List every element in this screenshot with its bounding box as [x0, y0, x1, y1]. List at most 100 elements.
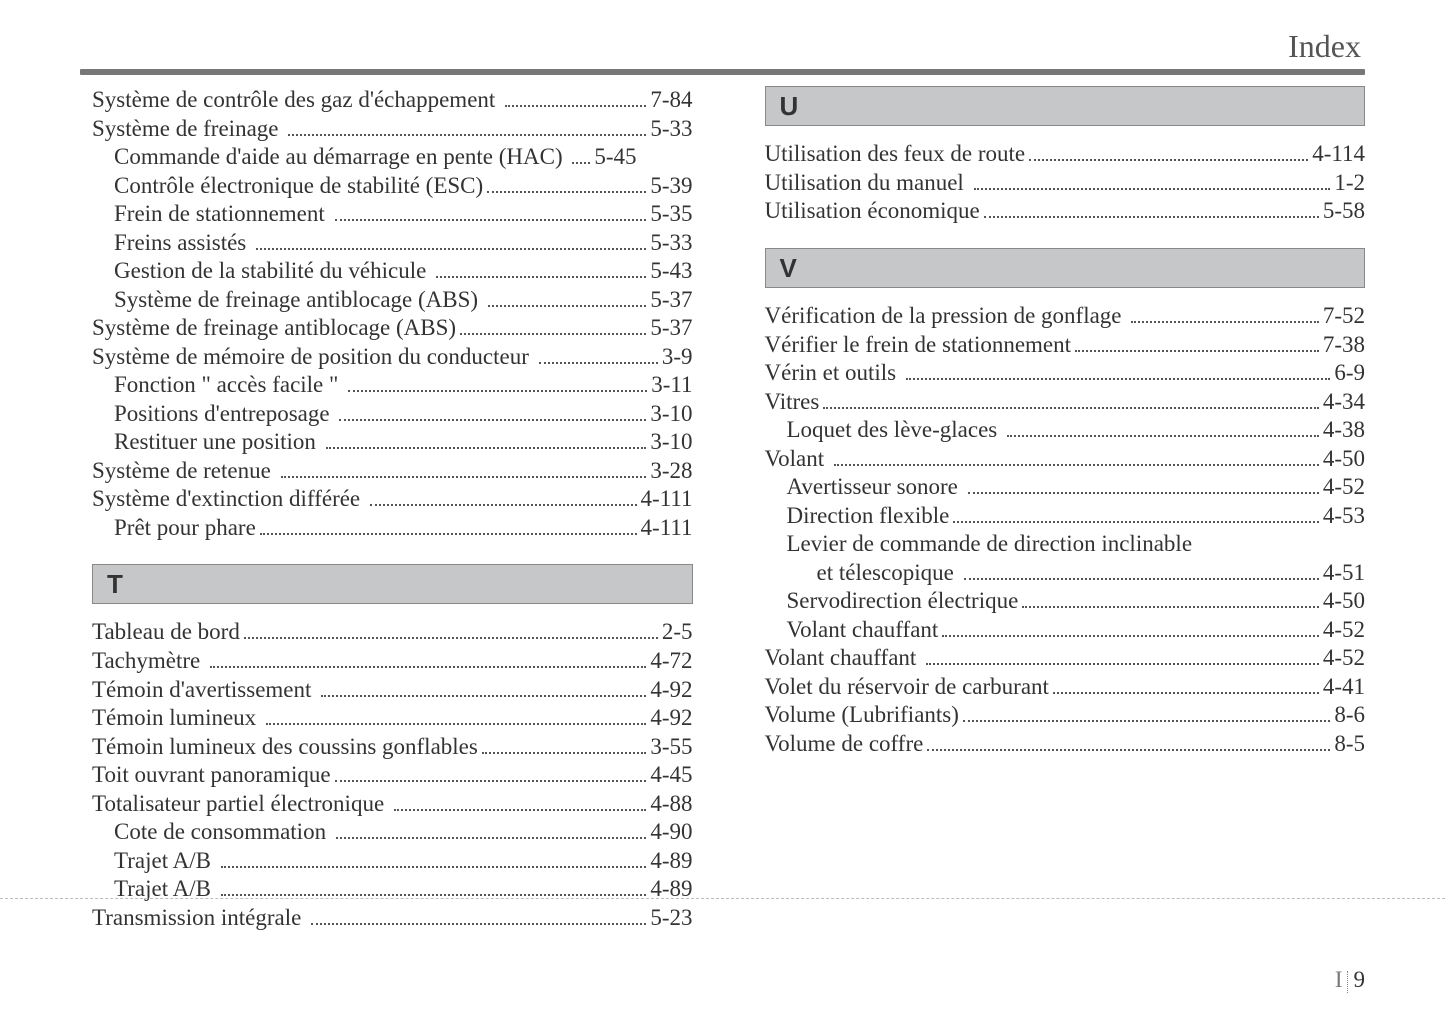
entry-page: 4-51	[1323, 559, 1365, 588]
leader-dots	[963, 702, 1330, 723]
entry-label: Prêt pour phare	[114, 514, 256, 543]
index-entry: Freins assistés 5-33	[92, 229, 693, 258]
footer-section-mark: I	[1335, 967, 1343, 992]
leader-dots	[927, 730, 1330, 751]
entry-label: Totalisateur partiel électronique	[92, 790, 390, 819]
entry-label: Restituer une position	[114, 428, 322, 457]
index-entry: Témoin lumineux 4-92	[92, 704, 693, 733]
index-entry: Tachymètre 4-72	[92, 647, 693, 676]
index-entry: Contrôle électronique de stabilité (ESC)…	[92, 172, 693, 201]
entry-page: 4-72	[650, 647, 692, 676]
footer-page-number: 9	[1354, 967, 1366, 992]
index-entry: Volant chauffant 4-52	[765, 644, 1366, 673]
entry-label: Trajet A/B	[114, 847, 217, 876]
entry-page: 4-88	[650, 790, 692, 819]
index-entry: Fonction " accès facile " 3-11	[92, 371, 693, 400]
leader-dots	[326, 429, 647, 450]
entry-page: 5-23	[650, 904, 692, 933]
leader-dots	[823, 388, 1319, 409]
index-entry: Transmission intégrale 5-23	[92, 904, 693, 933]
index-entry: Totalisateur partiel électronique 4-88	[92, 790, 693, 819]
entry-page: 3-28	[650, 457, 692, 486]
section-header-u: U	[765, 86, 1366, 126]
entry-page: 4-89	[650, 875, 692, 904]
entry-page: 3-10	[650, 428, 692, 457]
entry-label: Tableau de bord	[92, 618, 240, 647]
index-body: Système de contrôle des gaz d'échappemen…	[92, 86, 1365, 959]
entry-page: 4-52	[1323, 644, 1365, 673]
entry-label: Tachymètre	[92, 647, 206, 676]
leader-dots	[539, 343, 658, 364]
entry-page: 4-111	[641, 514, 693, 543]
index-entry: Direction flexible4-53	[765, 502, 1366, 531]
entry-label: Direction flexible	[787, 502, 950, 531]
leader-dots	[1007, 416, 1319, 437]
entry-label: Système de freinage antiblocage (ABS)	[92, 314, 456, 343]
page-header: Index	[80, 28, 1365, 75]
entry-label: Volume de coffre	[765, 730, 924, 759]
entry-page: 5-39	[650, 172, 692, 201]
leader-dots	[1029, 141, 1308, 162]
leader-dots	[348, 371, 647, 392]
leader-dots	[942, 616, 1319, 637]
entry-label: et télescopique	[817, 559, 960, 588]
entry-label: Vérifier le frein de stationnement	[765, 331, 1072, 360]
index-entry: Vérin et outils 6-9	[765, 359, 1366, 388]
index-entry: Trajet A/B 4-89	[92, 847, 693, 876]
leader-dots	[482, 733, 646, 754]
index-entry: Volant 4-50	[765, 445, 1366, 474]
index-entry: Utilisation des feux de route4-114	[765, 140, 1366, 169]
index-entry: Utilisation économique5-58	[765, 197, 1366, 226]
index-entry: Cote de consommation 4-90	[92, 818, 693, 847]
index-entry: Tableau de bord2-5	[92, 618, 693, 647]
entry-label: Toit ouvrant panoramique	[92, 761, 331, 790]
index-entry: Trajet A/B 4-89	[92, 875, 693, 904]
page-footer: I9	[1335, 967, 1365, 993]
entry-page: 5-43	[650, 257, 692, 286]
index-entry: Restituer une position 3-10	[92, 428, 693, 457]
leader-dots	[984, 198, 1319, 219]
entry-label: Transmission intégrale	[92, 904, 307, 933]
leader-dots	[1053, 673, 1319, 694]
leader-dots	[266, 704, 646, 725]
entry-label: Témoin lumineux des coussins gonflables	[92, 733, 478, 762]
index-entry: Volet du réservoir de carburant4-41	[765, 673, 1366, 702]
entry-page: 7-84	[650, 86, 692, 115]
entry-label: Témoin d'avertissement	[92, 676, 317, 705]
entry-label: Système de freinage	[92, 115, 284, 144]
index-entry: Volume (Lubrifiants)8-6	[765, 701, 1366, 730]
leader-dots	[1075, 331, 1319, 352]
leader-dots	[436, 257, 646, 278]
entry-page: 5-37	[650, 286, 692, 315]
leader-dots	[834, 445, 1319, 466]
leader-dots	[487, 172, 646, 193]
entry-page: 4-41	[1323, 673, 1365, 702]
index-entry: Système d'extinction différée 4-111	[92, 485, 693, 514]
entry-label: Système de contrôle des gaz d'échappemen…	[92, 86, 501, 115]
leader-dots	[370, 486, 637, 507]
leader-dots	[339, 400, 646, 421]
entry-page: 4-34	[1323, 388, 1365, 417]
entry-label: Commande d'aide au démarrage en pente (H…	[114, 143, 568, 172]
leader-dots	[505, 86, 646, 107]
entry-label: Loquet des lève-glaces	[787, 416, 1004, 445]
leader-dots	[1131, 302, 1319, 323]
index-entry: Loquet des lève-glaces 4-38	[765, 416, 1366, 445]
index-entry: Témoin d'avertissement 4-92	[92, 676, 693, 705]
entry-page: 5-35	[650, 200, 692, 229]
bottom-dashed-line	[0, 898, 1445, 899]
index-entry: Système de retenue 3-28	[92, 457, 693, 486]
leader-dots	[335, 200, 647, 221]
entry-page: 5-45	[594, 143, 636, 172]
entry-label: Volume (Lubrifiants)	[765, 701, 959, 730]
index-entry: Volant chauffant4-52	[765, 616, 1366, 645]
leader-dots	[335, 761, 647, 782]
section-header-t: T	[92, 564, 693, 604]
leader-dots	[221, 847, 647, 868]
entry-label: Cote de consommation	[114, 818, 332, 847]
entry-label: Utilisation des feux de route	[765, 140, 1026, 169]
entry-label: Système de freinage antiblocage (ABS)	[114, 286, 484, 315]
entry-label: Vérin et outils	[765, 359, 902, 388]
entry-label: Avertisseur sonore	[787, 473, 964, 502]
index-entry: Toit ouvrant panoramique4-45	[92, 761, 693, 790]
